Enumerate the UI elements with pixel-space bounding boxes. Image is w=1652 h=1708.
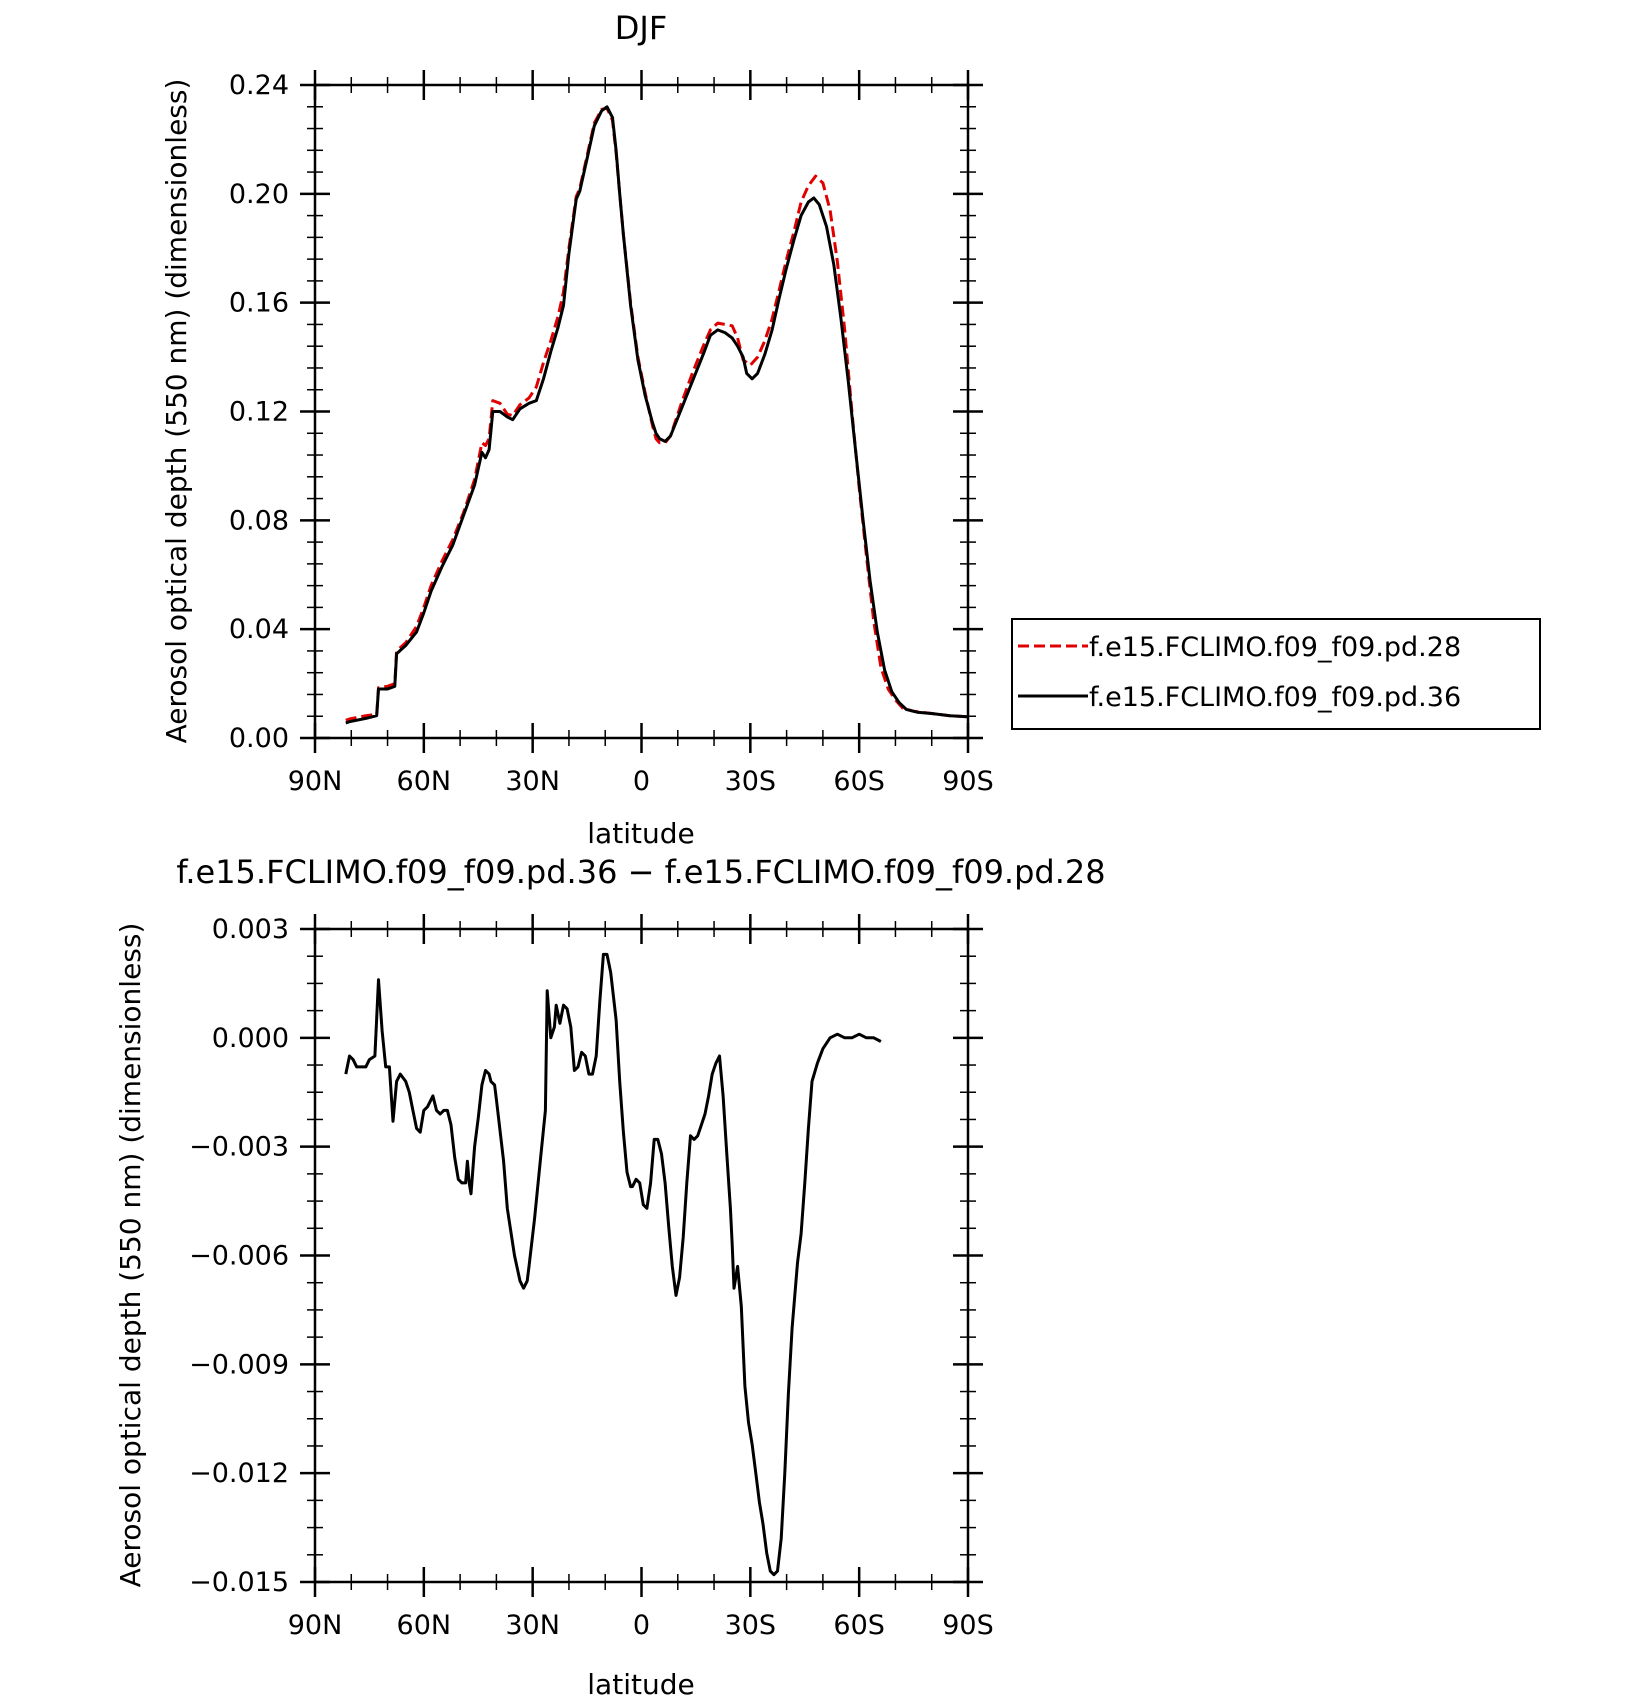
panel-bottom: f.e15.FCLIMO.f09_f09.pd.36 − f.e15.FCLIM… — [114, 853, 1106, 1701]
x-tick-label: 0 — [633, 766, 650, 797]
plot-frame — [313, 927, 970, 1584]
y-ticks: 0.003 0.000 −0.003 −0.006 −0.009 −0.012 −0.015 — [189, 914, 983, 1598]
x-tick-label: 90S — [942, 766, 994, 797]
x-axis-label: latitude — [587, 1668, 694, 1701]
y-tick-label: 0.12 — [229, 397, 289, 428]
y-axis-label: Aerosol optical depth (550 nm) (dimensio… — [160, 79, 193, 744]
y-tick-label: −0.009 — [189, 1349, 289, 1380]
panel-top: DJF 0.00 0.04 0.08 0.12 0.16 0.20 0.24 90N 60N 3… — [160, 9, 1541, 850]
x-tick-label: 30N — [505, 1610, 560, 1641]
x-tick-label: 60S — [833, 1610, 885, 1641]
y-axis-label: Aerosol optical depth (550 nm) (dimensio… — [114, 923, 147, 1588]
y-tick-label: 0.04 — [229, 614, 289, 645]
x-tick-label: 0 — [633, 1610, 650, 1641]
chart-title: f.e15.FCLIMO.f09_f09.pd.36 − f.e15.FCLIM… — [176, 853, 1105, 891]
y-tick-label: 0.000 — [212, 1023, 289, 1054]
y-tick-label: −0.015 — [189, 1567, 289, 1598]
legend: f.e15.FCLIMO.f09_f09.pd.28 f.e15.FCLIMO.… — [1011, 618, 1541, 730]
y-tick-label: −0.006 — [189, 1241, 289, 1272]
x-tick-label: 30N — [505, 766, 560, 797]
legend-box — [1011, 618, 1541, 730]
y-tick-label: 0.00 — [229, 723, 289, 754]
legend-entry-pd36: f.e15.FCLIMO.f09_f09.pd.36 — [1089, 682, 1461, 713]
y-tick-label: 0.16 — [229, 288, 289, 319]
plot-frame — [313, 83, 970, 740]
y-tick-label: 0.003 — [212, 914, 289, 945]
x-tick-label: 30S — [725, 1610, 777, 1641]
y-ticks: 0.00 0.04 0.08 0.12 0.16 0.20 0.24 — [229, 70, 983, 754]
y-tick-label: −0.003 — [189, 1132, 289, 1163]
y-tick-label: 0.24 — [229, 70, 289, 101]
x-tick-label: 60S — [833, 766, 885, 797]
x-tick-label: 60N — [397, 766, 452, 797]
x-tick-label: 90S — [942, 1610, 994, 1641]
series-lines — [345, 105, 969, 725]
x-tick-label: 60N — [397, 1610, 452, 1641]
series-line-pd36-solid — [345, 105, 969, 725]
x-tick-label: 30S — [725, 766, 777, 797]
chart-title: DJF — [615, 9, 667, 47]
y-tick-label: 0.20 — [229, 179, 289, 210]
x-tick-label: 90N — [288, 1610, 343, 1641]
x-tick-label: 90N — [288, 766, 343, 797]
y-tick-label: 0.08 — [229, 505, 289, 536]
series-lines — [344, 952, 882, 1577]
series-line-pd36-solid — [344, 952, 882, 1577]
series-line-pd28-dashed — [345, 106, 969, 722]
y-tick-label: −0.012 — [189, 1458, 289, 1489]
legend-entry-pd28: f.e15.FCLIMO.f09_f09.pd.28 — [1089, 632, 1461, 663]
x-ticks: 90N 60N 30N 0 30S 60S 90S — [288, 914, 994, 1641]
x-axis-label: latitude — [587, 817, 694, 850]
